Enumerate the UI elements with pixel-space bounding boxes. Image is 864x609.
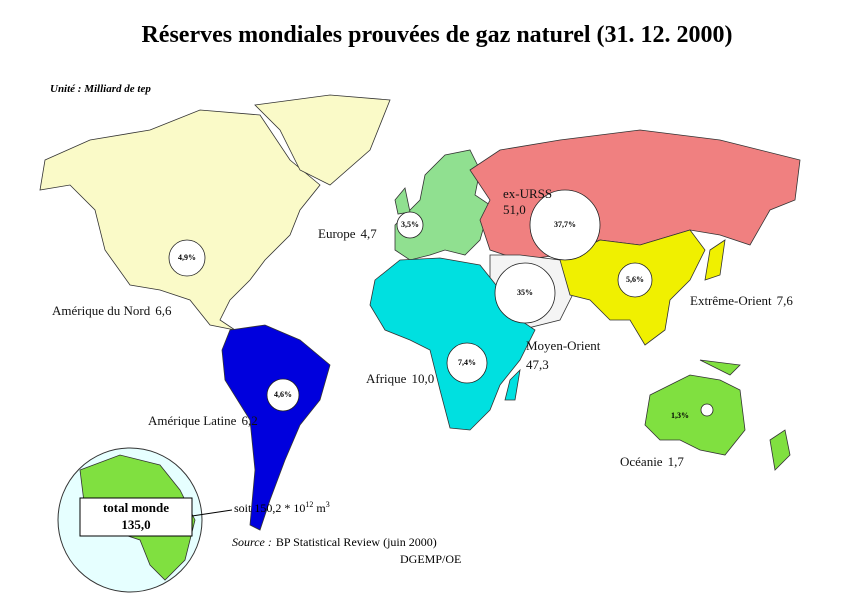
bubble (446, 342, 488, 384)
region-value: 6,6 (155, 303, 172, 318)
north-america (39, 109, 321, 331)
region-value: 7,6 (777, 293, 794, 308)
share-label: 7,4% (458, 358, 476, 367)
new-guinea (699, 359, 741, 376)
region-value: 4,7 (361, 226, 378, 241)
region-value: 47,3 (526, 357, 549, 372)
volume: soit 150,2 * 1012 m3 (234, 500, 330, 515)
madagascar (504, 368, 521, 401)
uk (394, 187, 411, 215)
source-label: Source : (232, 535, 272, 549)
share-label: 3,5% (401, 220, 419, 229)
region-labels: Europe 4,7 ex-URSS 51,0 Moyen-Orient 47,3… (52, 186, 793, 469)
volume-text: soit 150,2 * 10 (234, 501, 305, 515)
share-label: 35% (517, 288, 533, 297)
region-value: 1,7 (668, 454, 685, 469)
bubble (700, 403, 714, 417)
region-name: Extrême-Orient (690, 293, 772, 308)
share-label: 37,7% (554, 220, 576, 229)
region-name: Afrique (366, 371, 407, 386)
africa (369, 257, 536, 431)
region-name: Europe (318, 226, 356, 241)
region-name: Océanie (620, 454, 663, 469)
world-box (79, 497, 193, 537)
region-name: Amérique du Nord (52, 303, 151, 318)
bubble (168, 239, 206, 277)
bubble (617, 262, 653, 298)
source-org: DGEMP/OE (400, 552, 461, 566)
region-value: 10,0 (411, 371, 434, 386)
bubble (494, 262, 556, 324)
region-name: Amérique Latine (148, 413, 237, 428)
australia (644, 374, 746, 456)
region-label: Extrême-Orient 7,6 (690, 293, 793, 308)
latin-america (221, 324, 331, 531)
region-label: Amérique Latine 6,2 (148, 413, 258, 428)
region-label: Océanie 1,7 (620, 454, 684, 469)
bubble (396, 211, 424, 239)
share-bubbles: 3,5% 37,7% 35% 5,6% 4,9% 7,4% 4,6% 1,3% (168, 189, 714, 420)
share-label: 4,6% (274, 390, 292, 399)
region-name: Moyen-Orient (526, 338, 601, 353)
volume-unit-exponent: 3 (326, 500, 330, 509)
pointer (191, 509, 233, 517)
share-label: 5,6% (626, 275, 644, 284)
world-value: 135,0 (121, 517, 150, 532)
source: Source : BP Statistical Review (juin 2000… (232, 535, 437, 549)
share-label: 1,3% (671, 411, 689, 420)
unit: Unité : Milliard de tep (50, 83, 151, 95)
bubble (529, 189, 601, 261)
greenland (254, 94, 391, 186)
source-text: BP Statistical Review (juin 2000) (276, 535, 437, 549)
globe: total monde 135,0 (57, 447, 233, 593)
volume-unit: m (316, 501, 326, 515)
region-name: ex-URSS (503, 186, 552, 201)
region-value: 51,0 (503, 202, 526, 217)
region-label: Amérique du Nord 6,6 (52, 303, 172, 318)
region-value: 6,2 (241, 413, 257, 428)
share-label: 4,9% (178, 253, 196, 262)
bubble (266, 378, 300, 412)
title: Réserves mondiales prouvées de gaz natur… (141, 22, 732, 48)
region-label: Afrique 10,0 (366, 371, 434, 386)
volume-exponent: 12 (305, 500, 313, 509)
world-label: total monde (103, 500, 169, 515)
region-label: Europe 4,7 (318, 226, 377, 241)
new-zealand (769, 429, 791, 471)
japan (704, 239, 726, 281)
